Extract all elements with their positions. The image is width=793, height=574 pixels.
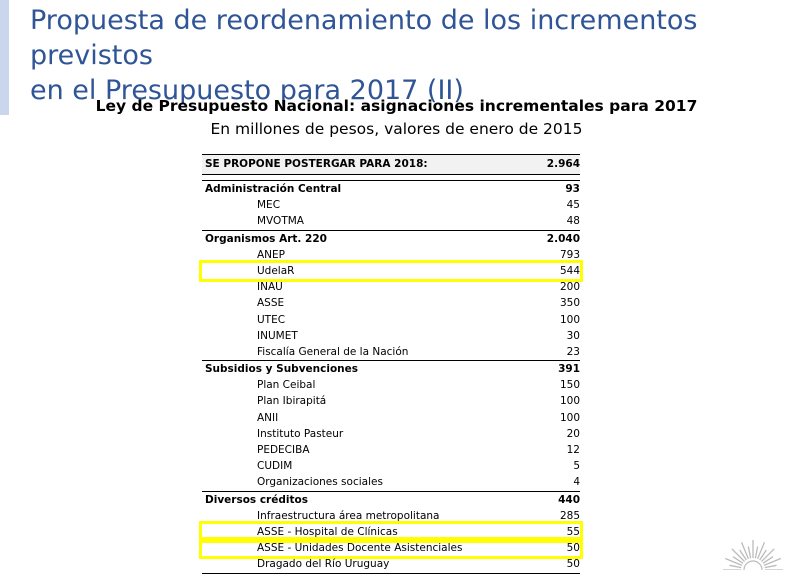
emblem-ray — [747, 546, 752, 559]
row-label: Dragado del Río Uruguay — [257, 558, 390, 571]
row-value: 440 — [558, 493, 580, 506]
table-row: Instituto Pasteur 20 — [202, 426, 580, 442]
table-row: MEC 45 — [202, 197, 580, 213]
emblem-ray — [729, 564, 742, 569]
slide-title-line-1: Propuesta de reordenamiento de los incre… — [30, 5, 698, 71]
table-row: MVOTMA 48 — [202, 213, 580, 229]
row-label: ANII — [257, 411, 279, 424]
row-label: UTEC — [257, 313, 286, 326]
row-label: MVOTMA — [257, 215, 304, 228]
emblem-ray — [756, 542, 766, 560]
table-row: ASSE 350 — [202, 295, 580, 311]
row-value: 2.040 — [546, 232, 580, 245]
table-row: Organizaciones sociales 4 — [202, 474, 580, 490]
row-label: Diversos créditos — [205, 493, 308, 506]
row-label: Plan Ceibal — [257, 379, 316, 392]
emblem-ray — [754, 546, 759, 559]
table-row: Plan Ceibal 150 — [202, 377, 580, 393]
table-row: Infraestructura área metropolitana 285 — [202, 508, 580, 524]
row-value: 5 — [573, 460, 580, 473]
emblem-ray — [761, 548, 775, 562]
table-row: INUMET 30 — [202, 328, 580, 344]
row-value: 4 — [573, 476, 580, 489]
row-label: UdelaR — [257, 264, 295, 277]
row-value: 30 — [566, 329, 580, 342]
row-value: 200 — [559, 281, 580, 294]
emblem-ray — [764, 564, 777, 569]
row-label: ANEP — [257, 248, 286, 261]
group-row: Subsidios y Subvenciones 391 — [202, 360, 580, 377]
row-value: 93 — [565, 183, 580, 195]
row-value: 50 — [566, 542, 580, 555]
sun-emblem-icon — [723, 540, 783, 570]
header-label: SE PROPONE POSTERGAR PARA 2018: — [205, 158, 428, 170]
table-row: ANEP 793 — [202, 247, 580, 263]
table-row: ANII 100 — [202, 410, 580, 426]
emblem-ray — [739, 549, 747, 561]
slide-accent-bar — [0, 0, 9, 115]
emblem-ray — [731, 548, 745, 562]
table-title: Ley de Presupuesto Nacional: asignacione… — [95, 97, 698, 115]
row-value: 100 — [559, 313, 580, 326]
row-value: 544 — [559, 264, 580, 277]
row-value: 45 — [566, 199, 580, 212]
row-value: 48 — [566, 215, 580, 228]
table-row: Fiscalía General de la Nación 23 — [202, 344, 580, 360]
row-value: 793 — [559, 248, 580, 261]
emblem-ray — [759, 549, 767, 561]
row-label: ASSE - Hospital de Clínicas — [257, 525, 398, 538]
highlighted-table-row: ASSE - Unidades Docente Asistenciales 50 — [199, 537, 583, 560]
row-value: 391 — [558, 363, 580, 376]
header-value: 2.964 — [546, 158, 580, 170]
row-value: 150 — [559, 379, 580, 392]
emblem-ray — [725, 557, 743, 567]
row-value: 23 — [566, 345, 580, 358]
budget-table: SE PROPONE POSTERGAR PARA 2018: 2.964 Ad… — [199, 154, 583, 574]
group-row: Organismos Art. 220 2.040 — [202, 229, 580, 247]
table-subtitle: En millones de pesos, valores de enero d… — [210, 120, 583, 138]
row-label: Infraestructura área metropolitana — [257, 509, 440, 522]
row-value: 100 — [559, 395, 580, 408]
row-label: Plan Ibirapitá — [257, 395, 327, 408]
row-value: 55 — [566, 525, 580, 538]
emblem-ray — [740, 542, 750, 560]
row-value: 50 — [566, 558, 580, 571]
emblem-ray — [732, 556, 744, 564]
row-label: INUMET — [257, 329, 298, 342]
table-header-row: SE PROPONE POSTERGAR PARA 2018: 2.964 — [202, 154, 580, 175]
table-row: UTEC 100 — [202, 312, 580, 328]
row-label: INAU — [257, 281, 283, 294]
table-row: Plan Ibirapitá 100 — [202, 393, 580, 409]
row-value: 20 — [566, 427, 580, 440]
row-label: Fiscalía General de la Nación — [257, 345, 409, 358]
row-label: PEDECIBA — [257, 444, 310, 456]
group-row: Administración Central 93 — [202, 180, 580, 197]
row-label: Instituto Pasteur — [257, 427, 344, 440]
row-label: Organismos Art. 220 — [205, 232, 327, 245]
slide-title-line-2: en el Presupuesto para 2017 (II) — [30, 75, 464, 106]
row-label: Organizaciones sociales — [257, 476, 383, 489]
row-value: 350 — [559, 297, 580, 310]
table-row: CUDIM 5 — [202, 458, 580, 474]
slide-title: Propuesta de reordenamiento de los incre… — [30, 3, 790, 108]
table-row: PEDECIBA 12 — [202, 442, 580, 458]
emblem-ray — [763, 557, 781, 567]
row-value: 100 — [559, 411, 580, 424]
row-label: MEC — [257, 199, 281, 212]
row-label: Subsidios y Subvenciones — [205, 363, 359, 376]
group-row: Diversos créditos 440 — [202, 490, 580, 508]
emblem-ray — [762, 556, 774, 564]
row-value: 285 — [559, 509, 580, 522]
table-row: INAU 200 — [202, 279, 580, 295]
row-label: ASSE — [257, 297, 285, 310]
row-label: ASSE - Unidades Docente Asistenciales — [257, 542, 463, 555]
row-label: CUDIM — [257, 460, 293, 473]
row-label: Administración Central — [205, 183, 342, 195]
groups-container: Administración Central 93 MEC 45 MVOTMA 48 Org… — [199, 180, 583, 574]
highlighted-table-row: ASSE - Hospital de Clínicas 55 — [199, 520, 583, 544]
row-value: 12 — [566, 444, 580, 456]
highlighted-table-row: UdelaR 544 — [199, 259, 583, 283]
